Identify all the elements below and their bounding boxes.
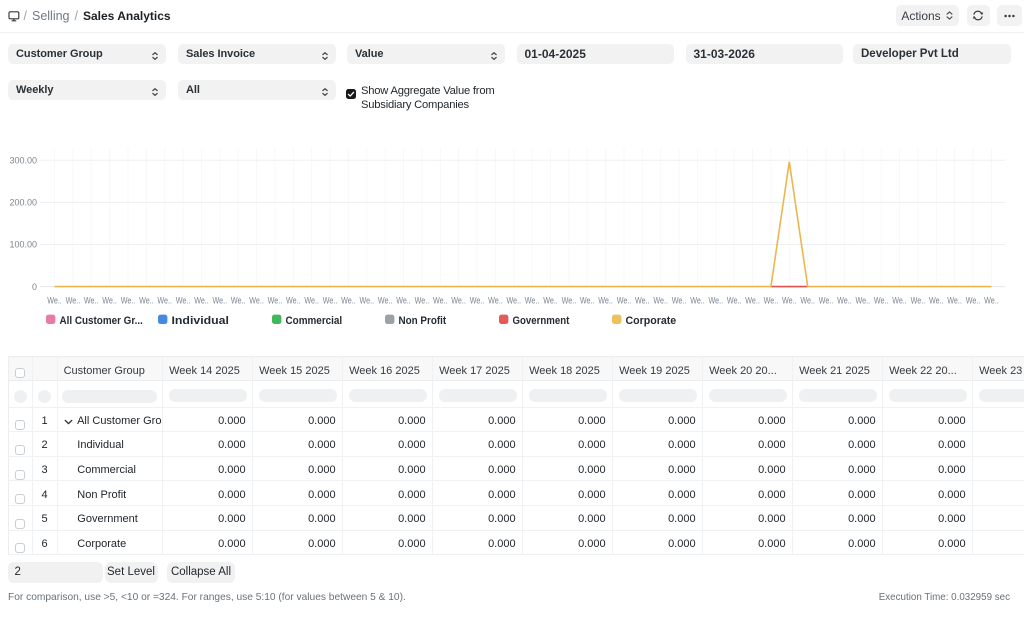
svg-text:We..: We.. [507,296,522,306]
svg-text:We..: We.. [984,296,999,306]
svg-text:We..: We.. [378,296,393,306]
svg-text:We..: We.. [617,296,632,306]
svg-text:Non Profit: Non Profit [399,315,447,327]
svg-text:We..: We.. [157,296,172,306]
svg-text:200.00: 200.00 [9,198,37,208]
svg-text:We..: We.. [837,296,852,306]
svg-text:We..: We.. [543,296,558,306]
svg-text:We..: We.. [121,296,136,306]
svg-text:We..: We.. [782,296,797,306]
svg-text:We..: We.. [249,296,264,306]
svg-text:300.00: 300.00 [9,156,37,166]
svg-text:We..: We.. [488,296,503,306]
svg-text:We..: We.. [911,296,926,306]
svg-text:We..: We.. [874,296,889,306]
svg-text:We..: We.. [819,296,834,306]
svg-text:We..: We.. [84,296,99,306]
svg-text:We..: We.. [727,296,742,306]
svg-text:We..: We.. [102,296,117,306]
svg-text:100.00: 100.00 [9,240,37,250]
svg-text:We..: We.. [139,296,154,306]
svg-text:We..: We.. [800,296,815,306]
svg-text:We..: We.. [415,296,430,306]
svg-text:We..: We.. [525,296,540,306]
svg-text:We..: We.. [176,296,191,306]
svg-text:We..: We.. [966,296,981,306]
svg-text:Government: Government [513,315,570,327]
svg-text:We..: We.. [598,296,613,306]
svg-text:We..: We.. [341,296,356,306]
svg-text:We..: We.. [947,296,962,306]
svg-text:We..: We.. [709,296,724,306]
svg-text:We..: We.. [433,296,448,306]
svg-text:Corporate: Corporate [626,315,677,327]
svg-text:We..: We.. [562,296,577,306]
svg-text:We..: We.. [213,296,228,306]
svg-text:We..: We.. [745,296,760,306]
svg-text:All Customer Gr...: All Customer Gr... [60,315,143,327]
svg-text:We..: We.. [451,296,466,306]
svg-text:We..: We.. [323,296,338,306]
svg-text:We..: We.. [672,296,687,306]
svg-text:0: 0 [32,282,37,292]
svg-text:We..: We.. [66,296,81,306]
svg-text:We..: We.. [194,296,209,306]
svg-text:We..: We.. [47,296,62,306]
svg-text:We..: We.. [856,296,871,306]
svg-text:We..: We.. [231,296,246,306]
svg-text:We..: We.. [764,296,779,306]
svg-text:Commercial: Commercial [286,315,343,327]
svg-text:We..: We.. [286,296,301,306]
svg-text:We..: We.. [360,296,375,306]
svg-text:We..: We.. [892,296,907,306]
svg-text:We..: We.. [580,296,595,306]
svg-text:Individual: Individual [172,315,229,327]
svg-text:We..: We.. [396,296,411,306]
svg-text:We..: We.. [929,296,944,306]
svg-text:We..: We.. [690,296,705,306]
svg-text:We..: We.. [635,296,650,306]
svg-text:We..: We.. [470,296,485,306]
svg-text:We..: We.. [304,296,319,306]
svg-text:We..: We.. [268,296,283,306]
svg-text:We..: We.. [653,296,668,306]
